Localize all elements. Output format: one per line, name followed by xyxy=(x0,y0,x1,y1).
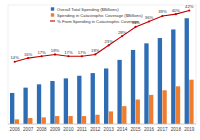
legend-swatch xyxy=(51,13,54,16)
bar xyxy=(176,86,180,124)
bar xyxy=(162,90,166,124)
legend-swatch xyxy=(51,7,54,10)
legend-swatch xyxy=(50,20,55,21)
bar xyxy=(15,119,19,124)
data-label: 18% xyxy=(51,48,60,53)
data-label: 14% xyxy=(11,55,20,60)
x-tick-label: 2009 xyxy=(50,127,61,132)
bar xyxy=(185,18,189,124)
data-label: 28% xyxy=(118,30,127,35)
line-marker xyxy=(54,53,56,55)
x-tick-label: 2011 xyxy=(77,127,87,132)
bar xyxy=(42,117,46,124)
bar xyxy=(28,118,32,124)
x-tick-label: 2014 xyxy=(117,127,128,132)
x-tick-label: 2015 xyxy=(130,127,141,132)
x-tick-label: 2018 xyxy=(171,127,182,132)
x-tick-label: 2019 xyxy=(184,127,195,132)
bar xyxy=(77,76,81,124)
legend: Overall Total Spending ($Billions)Spendi… xyxy=(50,7,143,24)
bar xyxy=(91,73,95,124)
line-marker xyxy=(94,53,96,55)
bar xyxy=(131,50,135,124)
bar xyxy=(64,78,68,124)
data-label: 17% xyxy=(64,50,73,55)
line-marker xyxy=(67,55,69,57)
data-label: 39% xyxy=(158,9,167,14)
bar xyxy=(37,84,41,124)
line-marker xyxy=(81,55,83,57)
bar xyxy=(68,116,72,124)
legend-label: Spending in Catastrophic Coverage ($Bill… xyxy=(57,13,143,18)
bar xyxy=(136,100,140,124)
bar xyxy=(189,80,193,124)
bar xyxy=(117,60,121,124)
bar xyxy=(10,93,14,124)
bar xyxy=(50,81,54,124)
line xyxy=(15,10,190,61)
line-marker xyxy=(175,13,177,15)
bar xyxy=(149,95,153,124)
legend-label: % From Spending in Catastrophic Coverage xyxy=(57,19,140,24)
data-label: 40% xyxy=(172,8,181,13)
labels: 14%16%17%18%17%17%18%23%28%33%36%39%40%4… xyxy=(11,4,194,60)
data-label: 42% xyxy=(185,4,194,9)
line-marker xyxy=(108,44,110,46)
x-tick-label: 2013 xyxy=(104,127,115,132)
data-label: 23% xyxy=(105,39,114,44)
bar xyxy=(23,88,27,124)
bar xyxy=(82,116,86,124)
bar xyxy=(95,115,99,124)
data-label: 17% xyxy=(37,50,46,55)
bar xyxy=(122,106,126,124)
data-label: 17% xyxy=(78,50,87,55)
chart: 14%16%17%18%17%17%18%23%28%33%36%39%40%4… xyxy=(0,0,200,140)
plot-frame xyxy=(8,5,196,124)
bar xyxy=(144,43,148,124)
line-marker xyxy=(161,15,163,17)
x-axis xyxy=(8,124,196,125)
x-tick-label: 2010 xyxy=(63,127,74,132)
x-tick-label: 2008 xyxy=(36,127,47,132)
x-tick-label: 2012 xyxy=(90,127,101,132)
data-label: 18% xyxy=(91,48,100,53)
bar xyxy=(55,116,59,124)
line-marker xyxy=(188,9,190,11)
legend-label: Overall Total Spending ($Billions) xyxy=(57,7,119,12)
x-tick-label: 2016 xyxy=(144,127,155,132)
line-marker xyxy=(27,57,29,59)
bar xyxy=(104,68,108,124)
data-label: 16% xyxy=(24,52,33,57)
bar xyxy=(158,38,162,124)
line-marker xyxy=(148,20,150,22)
bar xyxy=(171,29,175,124)
bar xyxy=(109,111,113,124)
x-tick-label: 2017 xyxy=(157,127,168,132)
line-marker xyxy=(14,61,16,63)
plot-area xyxy=(10,9,194,124)
data-label: 36% xyxy=(145,15,154,20)
line-marker xyxy=(40,55,42,57)
x-tick-label: 2006 xyxy=(10,127,21,132)
x-tick-label: 2007 xyxy=(23,127,34,132)
line-marker xyxy=(121,35,123,37)
line-marker xyxy=(134,26,136,28)
